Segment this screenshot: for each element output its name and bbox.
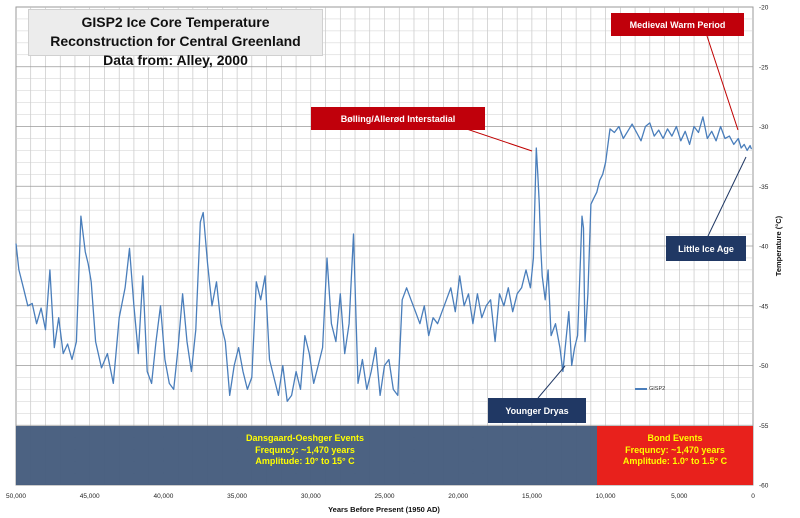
bond-frequency: Frequncy: ~1,470 years (625, 444, 725, 455)
x-tick-label: 15,000 (522, 493, 542, 500)
dansgaard-event-text: Dansgaard-Oeshger Events Frequncy: ~1,47… (200, 433, 410, 468)
gridlines (15, 6, 754, 486)
bond-name: Bond Events (647, 433, 703, 443)
y-tick-label: -50 (759, 363, 769, 370)
legend-swatch (635, 388, 647, 390)
younger-dryas-connector (537, 365, 566, 399)
navy-connectors (537, 156, 747, 399)
y-axis-title: Temperature (°C) (774, 215, 783, 276)
y-tick-label: -45 (759, 303, 769, 310)
tick-labels: 50,000 45,000 40,000 35,000 30,000 25,000 20,0… (6, 5, 769, 501)
bolling-alleroed-callout: Bølling/Allerød Interstadial (311, 107, 485, 130)
x-tick-label: 50,000 (6, 493, 26, 500)
dansgaard-name: Dansgaard-Oeshger Events (245, 433, 365, 443)
y-tick-label: -40 (759, 244, 769, 251)
medieval-connector (706, 35, 739, 131)
dansgaard-frequency: Frequncy: ~1,470 years (255, 444, 355, 455)
x-tick-label: 10,000 (596, 493, 616, 500)
x-tick-label: 0 (751, 493, 755, 500)
y-tick-label: -35 (759, 184, 769, 191)
younger-dryas-callout: Younger Dryas (488, 398, 586, 423)
little-ice-age-callout: Little Ice Age (666, 236, 746, 261)
x-tick-label: 25,000 (375, 493, 395, 500)
dansgaard-band (16, 426, 597, 485)
medieval-warm-period-callout: Medieval Warm Period (611, 13, 744, 36)
x-tick-label: 40,000 (153, 493, 173, 500)
legend: GISP2 (635, 386, 665, 392)
dansgaard-amplitude: Amplitude: 10° to 15° C (255, 456, 355, 466)
bond-amplitude: Amplitude: 1.0° to 1.5° C (622, 456, 728, 466)
gisp2-series-line (15, 116, 753, 402)
y-tick-label: -20 (759, 5, 769, 12)
x-tick-label: 5,000 (671, 493, 688, 500)
bond-event-text: Bond Events Frequncy: ~1,470 years Ampli… (600, 433, 750, 468)
x-tick-label: 20,000 (448, 493, 468, 500)
x-axis-title: Years Before Present (1950 AD) (328, 505, 440, 514)
y-tick-label: -25 (759, 64, 769, 71)
y-tick-label: -55 (759, 423, 769, 430)
x-tick-label: 45,000 (80, 493, 100, 500)
little-ice-age-connector (707, 156, 747, 237)
x-tick-label: 30,000 (301, 493, 321, 500)
chart-title-box: GISP2 Ice Core Temperature Reconstructio… (28, 9, 323, 68)
legend-label: GISP2 (649, 386, 666, 392)
chart-subtitle: Data from: Alley, 2000 (103, 52, 248, 68)
y-tick-label: -30 (759, 124, 769, 131)
chart-title: GISP2 Ice Core Temperature Reconstructio… (50, 14, 301, 49)
x-tick-label: 35,000 (227, 493, 247, 500)
bond-band (597, 426, 753, 485)
y-tick-label: -60 (759, 483, 769, 490)
